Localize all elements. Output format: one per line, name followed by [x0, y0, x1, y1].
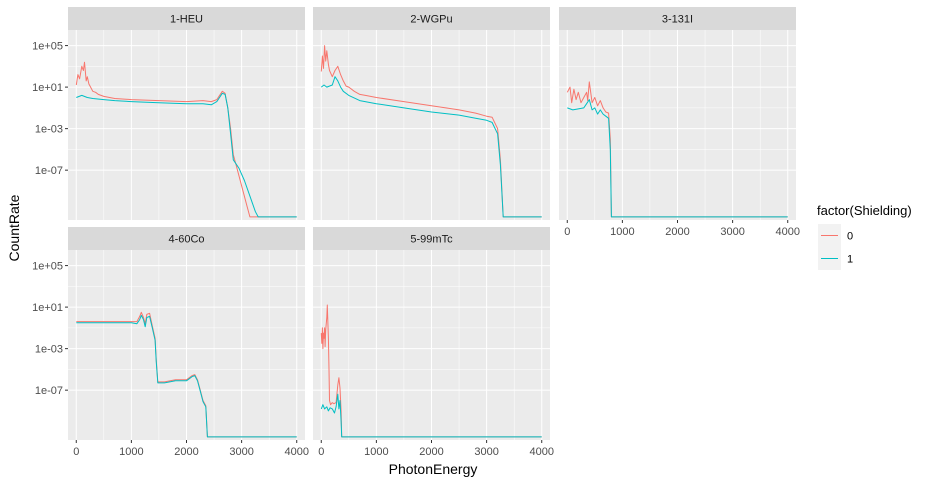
series-line-5-99mtc-1	[320, 393, 542, 438]
y-tick-label: 1e+05	[32, 261, 63, 273]
x-tick-label: 4000	[284, 446, 308, 458]
x-tick-label: 3000	[720, 226, 744, 238]
axes: 1e+05 1e+01 1e-03 1e-07 0 1000 2000 3000 4000 0 10…	[32, 41, 800, 458]
series-line-2-wgpu-1	[320, 76, 542, 218]
x-tick-label: 4000	[529, 446, 553, 458]
facet-strip-label: 5-99mTc	[410, 234, 453, 246]
x-tick-label: 2000	[174, 446, 198, 458]
facet-panel-2-wgpu: 2-WGPu	[313, 7, 550, 220]
x-axis-title: PhotonEnergy	[389, 461, 478, 477]
facet-panel-5-99mtc: 5-99mTc	[313, 227, 550, 440]
facet-strip	[68, 227, 305, 250]
x-tick-label: 0	[73, 446, 79, 458]
y-axis-title: CountRate	[6, 194, 22, 261]
facet-strip	[68, 7, 305, 30]
x-tick-label: 1000	[364, 446, 388, 458]
x-tick-label: 3000	[474, 446, 498, 458]
x-tick-label: 3000	[229, 446, 253, 458]
series-line-2-wgpu-0	[320, 45, 542, 218]
facet-panels: 1-HEU 2-WGPu 3-131I 4-60Co 5-99mTc	[68, 7, 796, 440]
legend-entry-1: 1	[818, 247, 853, 270]
x-tick-label: 0	[318, 446, 324, 458]
legend-entry-label: 1	[847, 254, 853, 266]
y-tick-label: 1e-03	[35, 344, 63, 356]
y-tick-label: 1e+01	[32, 82, 63, 94]
series-line-3-131i-1	[567, 99, 788, 218]
x-tick-label: 0	[564, 226, 570, 238]
x-tick-label: 4000	[775, 226, 799, 238]
facet-strip	[313, 227, 550, 250]
facet-strip-label: 1-HEU	[170, 14, 203, 26]
facet-panel-3-131i: 3-131I	[559, 7, 796, 220]
legend-entry-label: 0	[847, 231, 853, 243]
x-tick-label: 2000	[419, 446, 443, 458]
y-tick-label: 1e-07	[35, 385, 63, 397]
y-tick-label: 1e-03	[35, 124, 63, 136]
legend-entry-0: 0	[818, 224, 853, 247]
facet-strip-label: 2-WGPu	[410, 14, 452, 26]
y-tick-label: 1e+05	[32, 41, 63, 53]
series-line-3-131i-0	[566, 81, 788, 218]
series-line-4-60co-1	[76, 314, 297, 438]
series-line-5-99mtc-0	[320, 304, 542, 438]
y-tick-label: 1e-07	[35, 165, 63, 177]
facet-strip-label: 3-131I	[662, 14, 693, 26]
x-tick-label: 2000	[665, 226, 689, 238]
legend-title: factor(Shielding)	[817, 203, 912, 218]
facet-strip-label: 4-60Co	[168, 234, 204, 246]
series-line-1-heu-1	[76, 92, 297, 218]
y-tick-label: 1e+01	[32, 302, 63, 314]
x-tick-label: 1000	[610, 226, 634, 238]
legend: factor(Shielding) 0 1	[817, 203, 912, 270]
x-tick-label: 1000	[119, 446, 143, 458]
facet-strip	[559, 7, 796, 30]
facet-strip	[313, 7, 550, 30]
facet-panel-4-60co: 4-60Co	[68, 227, 305, 440]
facet-panel-1-heu: 1-HEU	[68, 7, 305, 220]
